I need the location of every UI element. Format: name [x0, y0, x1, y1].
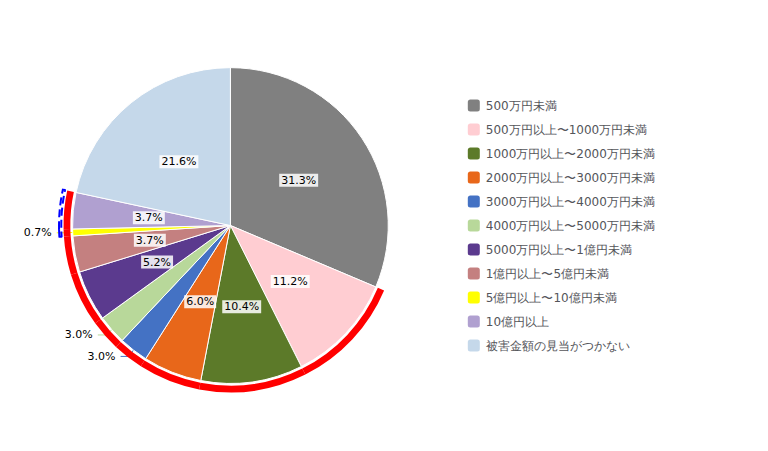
svg-text:11.2%: 11.2%: [273, 275, 308, 288]
svg-text:3000万円以上〜4000万円未満: 3000万円以上〜4000万円未満: [486, 195, 655, 209]
svg-text:10億円以上: 10億円以上: [486, 315, 549, 329]
svg-text:3.0%: 3.0%: [88, 350, 116, 363]
svg-text:3.7%: 3.7%: [135, 211, 163, 224]
svg-text:被害金額の見当がつかない: 被害金額の見当がつかない: [486, 339, 630, 353]
svg-text:3.7%: 3.7%: [136, 234, 164, 247]
svg-text:5.2%: 5.2%: [143, 256, 171, 269]
svg-text:10.4%: 10.4%: [224, 300, 259, 313]
svg-text:500万円未満: 500万円未満: [486, 99, 557, 113]
svg-text:4000万円以上〜5000万円未満: 4000万円以上〜5000万円未満: [486, 219, 655, 233]
svg-text:1億円以上〜5億円未満: 1億円以上〜5億円未満: [486, 267, 609, 281]
svg-text:21.6%: 21.6%: [161, 155, 196, 168]
svg-text:5000万円以上〜1億円未満: 5000万円以上〜1億円未満: [486, 243, 632, 257]
svg-text:0.7%: 0.7%: [24, 226, 52, 239]
svg-text:31.3%: 31.3%: [281, 174, 316, 187]
svg-text:500万円以上〜1000万円未満: 500万円以上〜1000万円未満: [486, 123, 647, 137]
svg-text:2000万円以上〜3000万円未満: 2000万円以上〜3000万円未満: [486, 171, 655, 185]
svg-text:3.0%: 3.0%: [65, 328, 93, 341]
svg-text:1000万円以上〜2000万円未満: 1000万円以上〜2000万円未満: [486, 147, 655, 161]
svg-text:6.0%: 6.0%: [186, 295, 214, 308]
svg-text:5億円以上〜10億円未満: 5億円以上〜10億円未満: [486, 291, 617, 305]
